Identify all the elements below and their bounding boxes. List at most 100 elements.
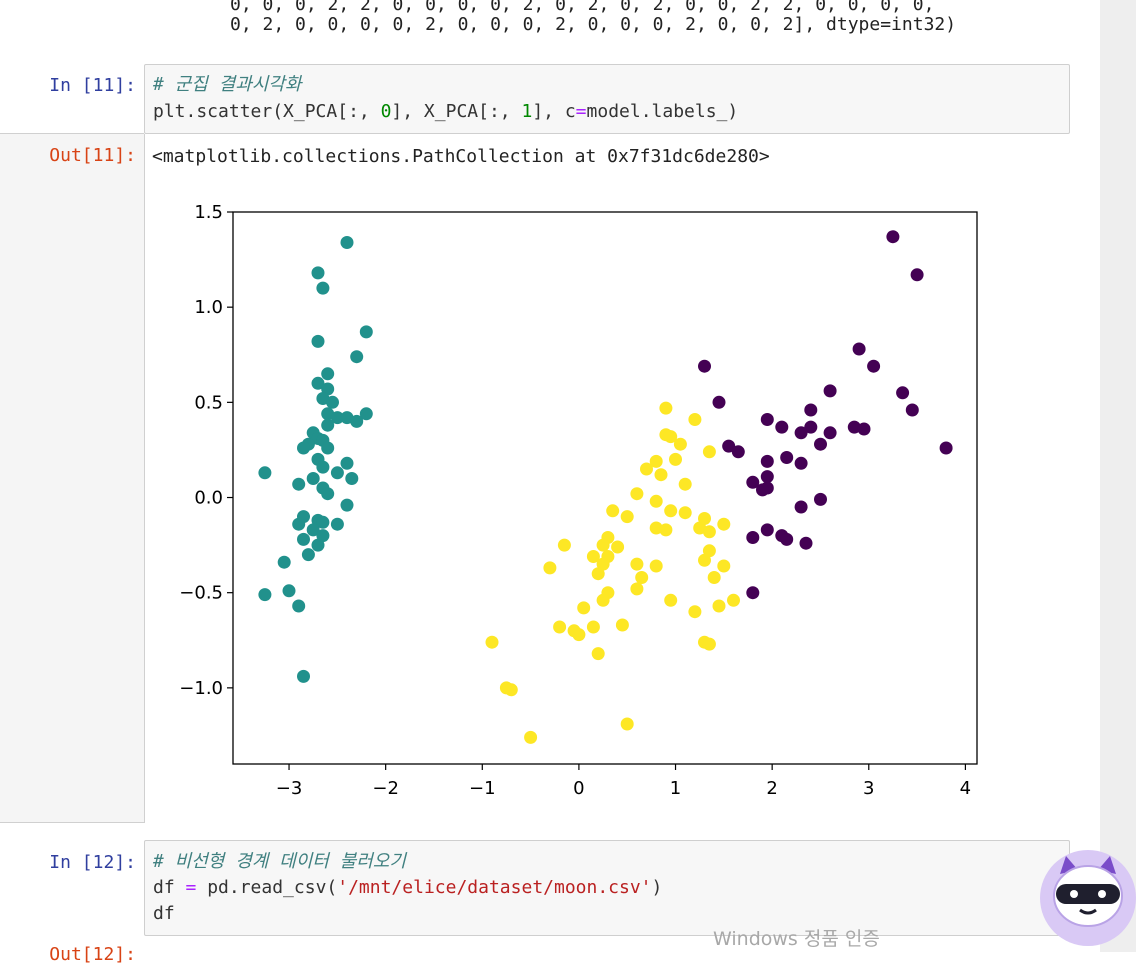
scatter-point: [678, 477, 692, 491]
scatter-point: [611, 540, 625, 554]
scatter-point: [586, 550, 600, 563]
scatter-point: [746, 586, 760, 600]
cell-11-code: plt.scatter(X_PCA[:, 0], X_PCA[:, 1], c=…: [153, 101, 739, 122]
scatter-point: [702, 445, 716, 459]
scatter-point: [572, 628, 586, 642]
scatter-point: [649, 494, 663, 508]
scatter-point: [717, 559, 731, 573]
scatter-point: [630, 487, 644, 501]
scatter-point: [297, 532, 310, 546]
scatter-point: [504, 683, 518, 697]
scatter-point: [524, 730, 538, 744]
scatter-point: [688, 413, 702, 426]
scatter-point: [297, 669, 310, 683]
scatter-point: [760, 470, 774, 484]
x-tick-label: −2: [372, 778, 399, 799]
scatter-point: [649, 521, 663, 535]
scatter-point: [606, 504, 620, 518]
y-tick-label: −1.0: [179, 678, 223, 699]
scatter-point: [649, 454, 663, 468]
scatter-point: [814, 492, 827, 506]
scatter-point: [664, 430, 678, 444]
scatter-point: [712, 599, 726, 613]
scatter-point: [760, 413, 774, 426]
x-tick-label: −3: [276, 778, 303, 799]
scatter-point: [330, 517, 344, 531]
x-tick-label: 2: [766, 778, 777, 799]
cell-12-code-line-1: df = pd.read_csv('/mnt/elice/dataset/moo…: [153, 877, 663, 898]
scatter-point: [350, 414, 364, 428]
scatter-point: [727, 593, 740, 607]
scatter-point: [664, 504, 678, 518]
x-tick-label: 4: [960, 778, 971, 799]
cell-12-code-line-2: df: [153, 903, 175, 924]
scatter-point: [485, 635, 499, 649]
scatter-point: [620, 717, 634, 731]
vertical-scrollbar[interactable]: [1100, 0, 1136, 952]
output-separator: [0, 133, 144, 134]
scatter-point: [282, 584, 296, 598]
scatter-point: [673, 437, 687, 451]
scatter-point: [707, 571, 721, 584]
scatter-point: [258, 466, 272, 480]
scatter-point: [596, 593, 610, 607]
prev-output-line-2: 0, 2, 0, 0, 0, 0, 2, 0, 0, 0, 2, 0, 0, 0…: [230, 14, 957, 35]
scatter-point: [330, 466, 344, 480]
x-tick-label: −1: [469, 778, 496, 799]
notebook-page: 0, 0, 0, 2, 2, 0, 0, 0, 0, 2, 0, 2, 0, 2…: [0, 0, 1070, 965]
cell-11-comment: # 군집 결과시각화: [153, 74, 302, 95]
scatter-point: [794, 426, 808, 440]
scatter-point: [620, 510, 634, 524]
scatter-point: [316, 460, 330, 474]
scatter-point: [591, 567, 605, 581]
scatter-point: [799, 536, 813, 550]
cell-11-input[interactable]: # 군집 결과시각화 plt.scatter(X_PCA[:, 0], X_PC…: [144, 64, 1070, 134]
scatter-point: [886, 230, 900, 244]
mascot-icon[interactable]: [1040, 844, 1136, 956]
prev-output-line-1: 0, 0, 0, 2, 2, 0, 0, 0, 0, 2, 0, 2, 0, 2…: [230, 0, 935, 15]
scatter-point: [717, 517, 731, 531]
scatter-point: [640, 462, 653, 476]
scatter-point: [615, 618, 629, 632]
scatter-point: [688, 605, 702, 619]
scatter-point: [760, 454, 774, 468]
scatter-point: [306, 523, 320, 537]
scatter-point: [659, 523, 673, 537]
scatter-point: [316, 515, 330, 529]
scatter-point: [746, 475, 760, 489]
scatter-point: [678, 506, 692, 520]
scatter-point: [630, 557, 644, 571]
scatter-point: [780, 451, 794, 464]
cell-12-input[interactable]: # 비선형 경계 데이터 불러오기 df = pd.read_csv('/mnt…: [144, 840, 1070, 936]
scatter-point: [326, 395, 339, 409]
cell-12-comment: # 비선형 경계 데이터 불러오기: [153, 851, 406, 872]
scatter-point: [340, 498, 354, 512]
x-tick-label: 0: [573, 778, 584, 799]
scatter-point: [350, 350, 364, 364]
scatter-point: [311, 266, 325, 280]
scatter-point: [340, 236, 354, 249]
scatter-point: [659, 401, 673, 415]
scatter-point: [340, 456, 354, 470]
scatter-point: [910, 268, 924, 282]
x-tick-label: 1: [670, 778, 681, 799]
scatter-point: [292, 599, 306, 613]
scatter-point: [297, 441, 310, 455]
scatter-point: [780, 532, 794, 546]
scatter-point: [823, 426, 837, 440]
scatter-point: [731, 445, 745, 459]
cell-11-output-text: <matplotlib.collections.PathCollection a…: [152, 146, 770, 167]
scatter-point: [760, 523, 774, 537]
scatter-point: [321, 441, 335, 455]
cell-12-in-prompt: In [12]:: [49, 852, 136, 873]
scatter-point: [596, 557, 610, 571]
scatter-point: [867, 359, 881, 373]
windows-activation-watermark: Windows 정품 인증: [713, 928, 880, 950]
y-tick-label: 1.0: [194, 297, 223, 318]
scatter-point: [669, 452, 682, 466]
scatter-point: [756, 483, 769, 497]
scatter-point: [823, 384, 837, 398]
cell-11-output-gutter[interactable]: [0, 134, 145, 823]
scatter-point: [577, 601, 591, 615]
scatter-point: [586, 620, 600, 634]
